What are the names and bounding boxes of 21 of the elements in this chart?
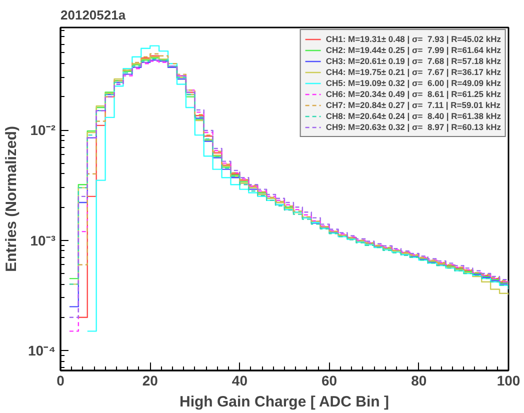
legend-label: CH4: M=19.75± 0.21 | σ= 7.67 | R=36.17 kHz bbox=[326, 67, 501, 77]
x-tick-label: 60 bbox=[322, 372, 338, 388]
legend-label: CH7: M=20.84± 0.27 | σ= 7.11 | R=59.01 kHz bbox=[326, 100, 501, 110]
y-tick-label: 10⁻⁴ bbox=[28, 342, 56, 359]
x-tick-label: 20 bbox=[142, 372, 158, 388]
x-tick-label: 80 bbox=[411, 372, 427, 388]
legend-label: CH1: M=19.31± 0.48 | σ= 7.93 | R=45.02 kHz bbox=[326, 34, 501, 44]
legend-label: CH2: M=19.44± 0.25 | σ= 7.99 | R=61.64 kHz bbox=[326, 45, 501, 55]
legend-label: CH3: M=20.61± 0.19 | σ= 7.68 | R=57.18 kHz bbox=[326, 56, 501, 66]
x-tick-label: 100 bbox=[496, 372, 520, 388]
chart-title: 20120521a bbox=[60, 8, 126, 22]
legend-label: CH5: M=19.09± 0.32 | σ= 6.00 | R=49.09 kHz bbox=[326, 78, 501, 88]
y-tick-label: 10⁻² bbox=[30, 122, 56, 138]
x-tick-label: 0 bbox=[56, 372, 65, 388]
x-tick-label: 40 bbox=[232, 372, 248, 388]
legend-label: CH6: M=20.34± 0.49 | σ= 8.61 | R=61.25 kHz bbox=[326, 89, 501, 99]
y-tick-label: 10⁻³ bbox=[30, 232, 56, 248]
legend-label: CH9: M=20.63± 0.32 | σ= 8.97 | R=60.13 kHz bbox=[326, 122, 501, 132]
y-axis-title: Entries (Normalized) bbox=[3, 126, 20, 272]
legend-label: CH8: M=20.64± 0.24 | σ= 8.40 | R=61.38 kHz bbox=[326, 111, 501, 121]
x-axis-title: High Gain Charge [ ADC Bin ] bbox=[180, 394, 389, 410]
